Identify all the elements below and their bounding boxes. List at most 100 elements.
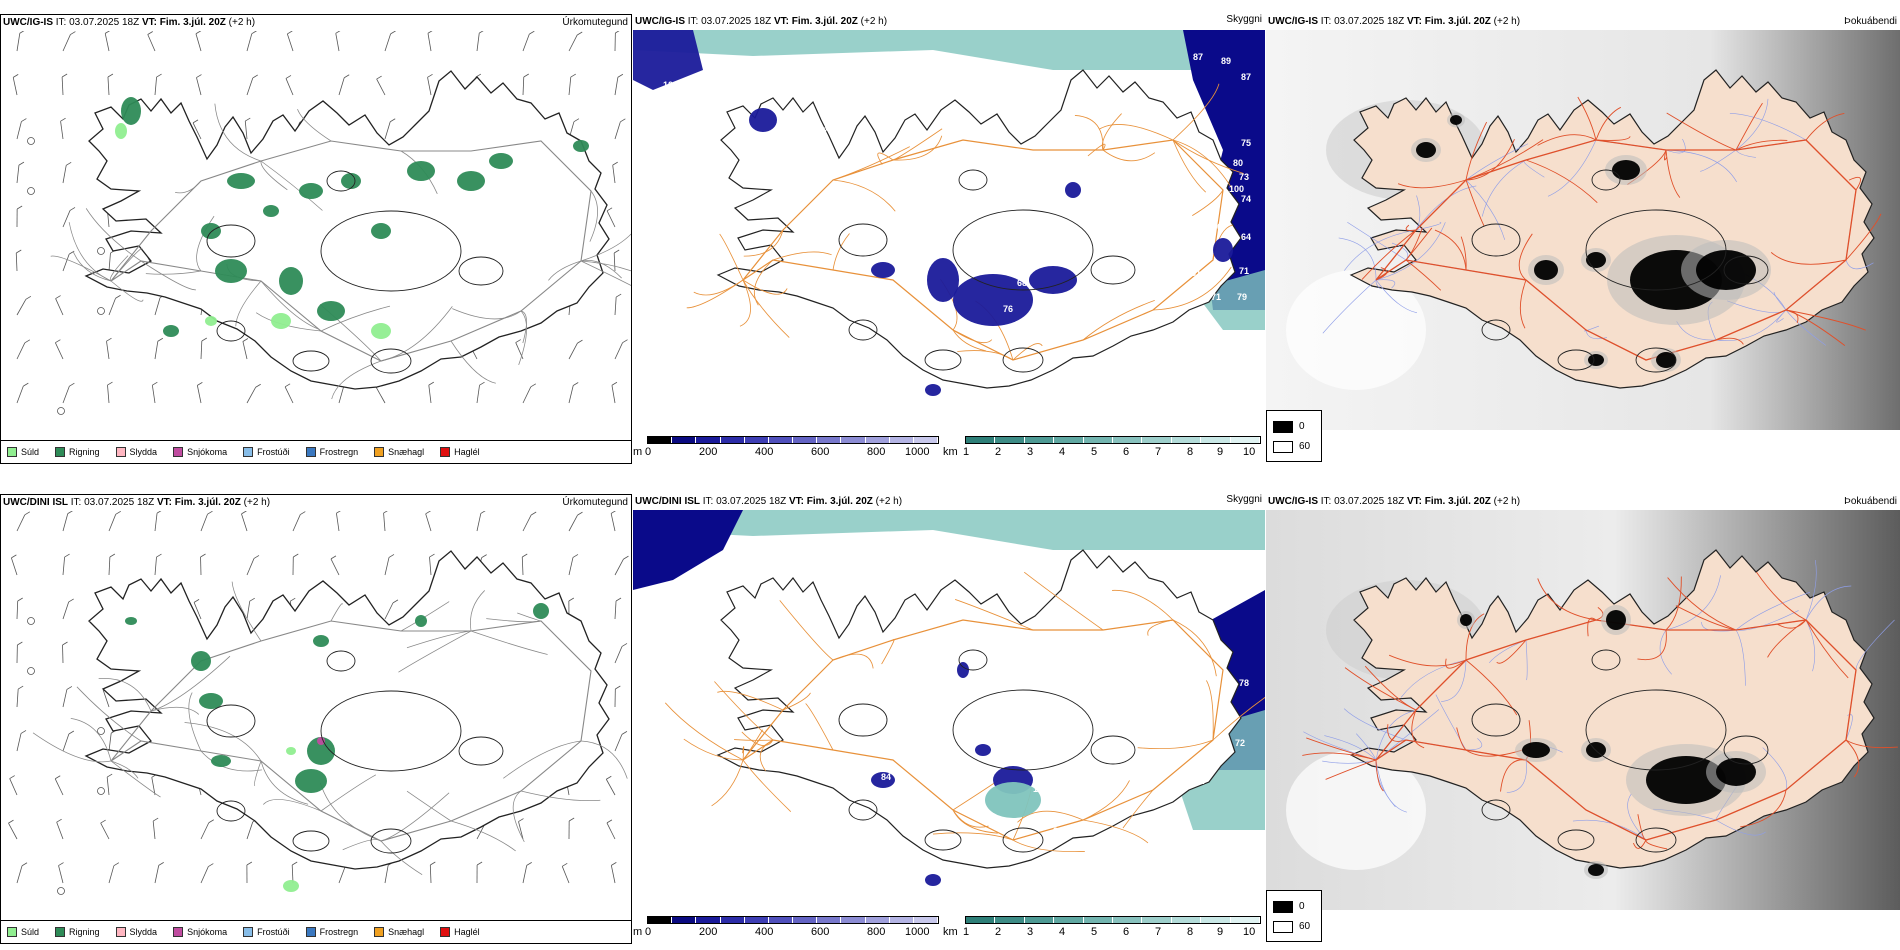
colorbar-swatch xyxy=(768,437,794,443)
cloud-base-value: 51 xyxy=(743,72,753,82)
map-canvas xyxy=(1266,30,1900,430)
colorbar-swatch xyxy=(768,917,794,923)
legend-item: Haglél xyxy=(440,447,480,457)
legend-item: Snæhagl xyxy=(374,927,424,937)
colorbar-swatch xyxy=(966,917,996,923)
legend-item: Rigning xyxy=(55,927,100,937)
legend-item: Snæhagl xyxy=(374,447,424,457)
colorbar-swatch xyxy=(1201,437,1231,443)
panel-header: UWC/IG-IS IT: 03.07.2025 18Z VT: Fim. 3.… xyxy=(633,14,1265,30)
cloud-base-value: 75 xyxy=(823,126,833,136)
cloud-base-value: 79 xyxy=(1237,292,1247,302)
colorbar-swatch xyxy=(1113,437,1143,443)
panel-header: UWC/IG-IS IT: 03.07.2025 18Z VT: Fim. 3.… xyxy=(1,15,631,31)
colorbar-swatch xyxy=(1083,917,1114,923)
tick-label: 4 xyxy=(1059,926,1066,938)
vt-value: Fim. 3.júl. 20Z xyxy=(1424,16,1491,27)
tick-label: 1000 xyxy=(905,446,930,458)
colorbar-swatch xyxy=(720,917,745,923)
lead-time: (+2 h) xyxy=(228,17,256,28)
colorbar-swatch xyxy=(841,437,866,443)
colorbar-swatch xyxy=(744,917,769,923)
coastline xyxy=(84,550,610,870)
vt-label: VT: xyxy=(773,16,789,27)
colorbar-swatch xyxy=(720,437,745,443)
cloud-base-value: 73 xyxy=(1239,172,1249,182)
precip-areas xyxy=(115,97,589,339)
tick-label: 1 xyxy=(963,446,970,458)
legend-item: Súld xyxy=(7,447,39,457)
tick-label: 6 xyxy=(1123,446,1130,458)
colorbar-swatch xyxy=(696,917,721,923)
model-name: UWC/DINI ISL xyxy=(3,497,68,508)
colorbar-swatch xyxy=(1230,917,1261,923)
it-label: IT: xyxy=(70,497,82,508)
tick-label: 9 xyxy=(1217,926,1224,938)
colorbar-swatch xyxy=(817,437,842,443)
tick-label: 2 xyxy=(995,926,1002,938)
cloud-base-value: 87 xyxy=(747,548,757,558)
fog-key: 0 60 xyxy=(1266,890,1322,942)
panel-header: UWC/IG-IS IT: 03.07.2025 18Z VT: Fim. 3.… xyxy=(1266,14,1900,30)
colorbar-swatch xyxy=(672,917,697,923)
cloud-base-value: 67 xyxy=(1217,222,1227,232)
vt-value: Fim. 3.júl. 20Z xyxy=(791,16,858,27)
model-name: UWC/IG-IS xyxy=(1268,496,1318,507)
cloud-base-value: 74 xyxy=(1241,194,1251,204)
model-name: UWC/IG-IS xyxy=(635,16,685,27)
road-network xyxy=(1361,96,1882,361)
colorbar-swatch xyxy=(865,437,890,443)
colorbar-swatch xyxy=(889,437,914,443)
cloud-base-value: 100 xyxy=(1229,184,1244,194)
low-cloud-areas xyxy=(749,108,1233,396)
cloud-base-value: 23 xyxy=(1053,826,1063,836)
lead-time: (+2 h) xyxy=(1493,16,1521,27)
model-name: UWC/IG-IS xyxy=(1268,16,1318,27)
vt-value: Fim. 3.júl. 20Z xyxy=(174,497,241,508)
legend-item: Rigning xyxy=(55,447,100,457)
tick-label: 10 xyxy=(1243,446,1256,458)
panel-title: Þokuábendi xyxy=(1844,496,1897,507)
low-cloud-areas xyxy=(871,662,1041,886)
tick-label: 600 xyxy=(811,926,830,938)
panel-header: UWC/IG-IS IT: 03.07.2025 18Z VT: Fim. 3.… xyxy=(1266,494,1900,510)
colorbar-swatch xyxy=(913,917,939,923)
it-value: 03.07.2025 18Z xyxy=(1334,16,1405,27)
fog-areas xyxy=(1457,605,1766,879)
cloud-base-value: 69 xyxy=(1217,262,1227,272)
road-network xyxy=(1302,571,1898,850)
model-name: UWC/DINI ISL xyxy=(635,496,700,507)
cloud-base-value: 76 xyxy=(1003,304,1013,314)
cloud-base-value: 59 xyxy=(1049,322,1059,332)
map-canvas: 97 96 82 87 78 72 74 104 23 84 10 xyxy=(633,510,1265,910)
tick-label: 1000 xyxy=(905,926,930,938)
panel-title: Skyggni xyxy=(1226,494,1262,505)
colorbar-swatch xyxy=(1201,917,1231,923)
legend-item: Frostregn xyxy=(305,927,358,937)
legend-item: Slydda xyxy=(115,447,157,457)
panel-title: Úrkomutegund xyxy=(562,497,628,508)
it-value: 03.07.2025 18Z xyxy=(84,497,155,508)
lead-time: (+2 h) xyxy=(860,16,888,27)
vt-label: VT: xyxy=(141,17,157,28)
vt-label: VT: xyxy=(1406,496,1422,507)
tick-label: 9 xyxy=(1217,446,1224,458)
fog-index-map-dini: UWC/IG-IS IT: 03.07.2025 18Z VT: Fim. 3.… xyxy=(1266,494,1900,944)
unit-label: m xyxy=(633,446,643,458)
colorbar-swatch xyxy=(995,437,1025,443)
fog-key-high: 60 xyxy=(1299,441,1311,452)
visibility-colorbar: km 1 2 3 4 5 6 7 8 9 10 xyxy=(943,434,1265,464)
colorbar-swatch xyxy=(696,437,721,443)
cloud-base-value: 88 xyxy=(1083,308,1093,318)
tick-label: 400 xyxy=(755,926,774,938)
tick-label: 800 xyxy=(867,926,886,938)
tick-label: 800 xyxy=(867,446,886,458)
colorbar-swatch xyxy=(672,437,697,443)
tick-label: 6 xyxy=(1123,926,1130,938)
cloud-base-labels: 97 96 82 87 78 72 74 104 23 84 10 xyxy=(653,548,1249,888)
vt-value: Fim. 3.júl. 20Z xyxy=(806,496,873,507)
colorbar-swatch xyxy=(1230,437,1261,443)
cloud-base-colorbar: m 0 200 400 600 800 1000 xyxy=(633,914,943,944)
tick-label: 200 xyxy=(699,446,718,458)
